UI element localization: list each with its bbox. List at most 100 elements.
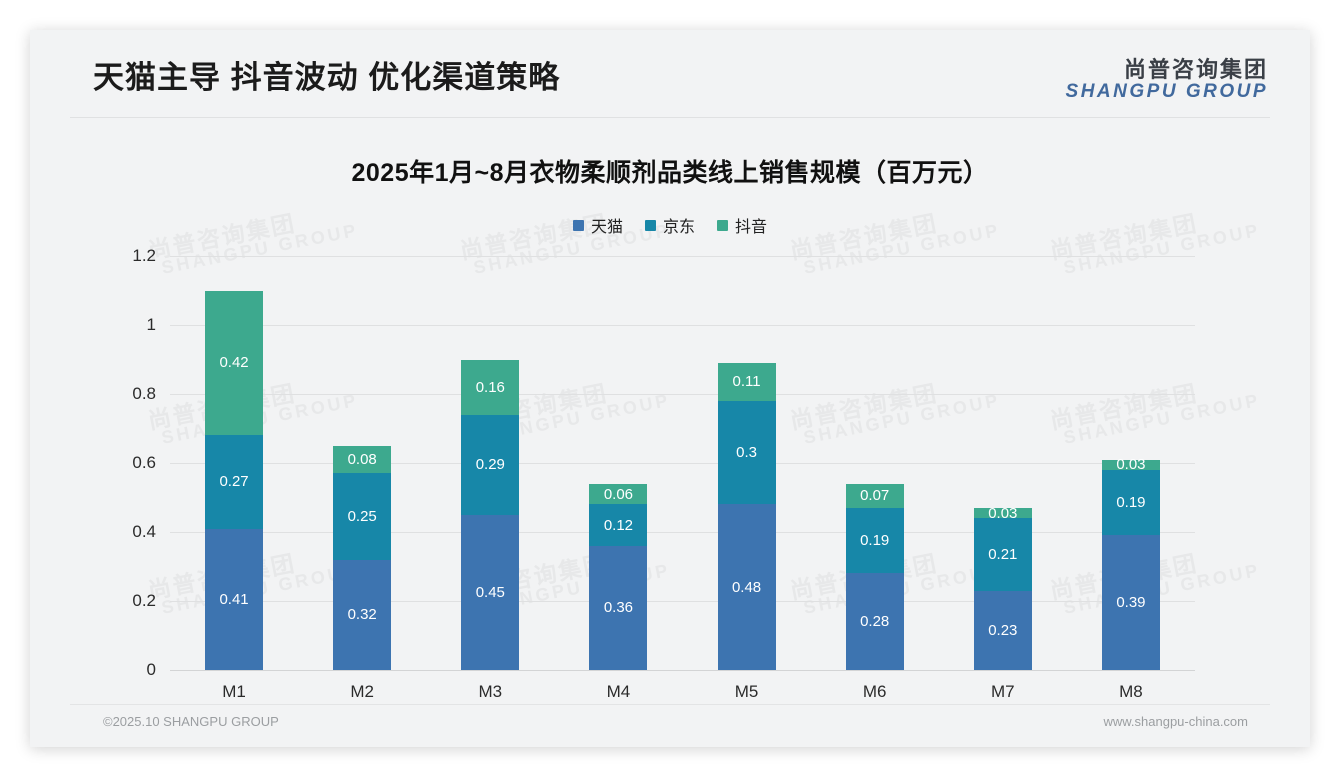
bar-segment-天猫[interactable]: 0.23 — [973, 590, 1032, 670]
bar-segment-抖音[interactable]: 0.16 — [461, 359, 520, 415]
gridline: 0 — [147, 660, 1195, 679]
bar-segment-京东[interactable]: 0.19 — [1101, 469, 1160, 536]
bar-group[interactable]: 0.42 0.27 0.41 M1 — [170, 256, 298, 701]
bar-value-label: 0.23 — [988, 621, 1018, 639]
bar-segment-天猫[interactable]: 0.41 — [205, 528, 264, 670]
stacked-bar[interactable]: 0.03 0.21 0.23 — [973, 504, 1032, 670]
x-axis-tick-label: M5 — [734, 682, 759, 701]
bar-value-label: 0.25 — [347, 507, 377, 525]
bar-segment-抖音[interactable]: 0.03 — [973, 504, 1032, 522]
bar-value-label: 0.11 — [732, 373, 761, 391]
stacked-bar[interactable]: 0.11 0.3 0.48 — [717, 362, 776, 670]
gridline: 0.2 — [132, 591, 1195, 610]
bar-segment-天猫[interactable]: 0.28 — [845, 573, 904, 670]
bar-value-label: 0.06 — [603, 485, 634, 503]
slide-card: 尚普咨询集团 SHANGPU GROUP 尚普咨询集团 SHANGPU GROUP 尚普… — [30, 30, 1310, 747]
gridline: 0.4 — [132, 522, 1195, 541]
bar-value-label: 0.21 — [988, 545, 1018, 563]
bar-segment-抖音[interactable]: 0.42 — [205, 290, 264, 436]
legend-label: 天猫 — [590, 219, 623, 236]
bar-group[interactable]: 0.03 0.19 0.39 M8 — [1067, 256, 1195, 701]
bar-segment-抖音[interactable]: 0.08 — [333, 445, 392, 474]
bar-value-label: 0.12 — [603, 516, 634, 534]
stacked-bar[interactable]: 0.42 0.27 0.41 — [205, 290, 264, 670]
slide-header: 天猫主导 抖音波动 优化渠道策略 尚普咨询集团 SHANGPU GROUP — [30, 30, 1310, 120]
bar-segment-京东[interactable]: 0.12 — [589, 504, 648, 546]
bar-value-label: 0.28 — [860, 613, 890, 631]
footer-copyright: ©2025.10 SHANGPU GROUP — [103, 714, 279, 729]
bar-group[interactable]: 0.03 0.21 0.23 M7 — [939, 256, 1067, 701]
x-axis-tick-label: M8 — [1119, 682, 1143, 701]
page-title: 天猫主导 抖音波动 优化渠道策略 — [93, 60, 561, 95]
bar-group[interactable]: 0.08 0.25 0.32 M2 — [298, 256, 426, 701]
bar-value-label: 0.27 — [219, 473, 249, 491]
bar-segment-天猫[interactable]: 0.48 — [717, 504, 776, 670]
chart-legend: 天猫 京东 抖音 — [30, 213, 1310, 237]
bar-segment-京东[interactable]: 0.3 — [717, 400, 776, 505]
x-axis-tick-label: M1 — [222, 682, 246, 701]
bar-group[interactable]: 0.16 0.29 0.45 M3 — [426, 256, 554, 701]
header-divider — [70, 117, 1270, 118]
y-axis-tick-label: 1.2 — [132, 246, 156, 265]
bar-value-label: 0.07 — [860, 487, 890, 505]
bar-value-label: 0.32 — [347, 606, 377, 624]
bar-value-label: 0.03 — [988, 504, 1018, 522]
bar-segment-京东[interactable]: 0.21 — [973, 518, 1032, 591]
legend-label: 京东 — [662, 219, 695, 236]
gridline: 0.8 — [132, 384, 1195, 403]
chart-plot-area: 0 0.2 0.4 0.6 0.8 1 1.2 0.42 0.27 0.41 M1 0.08 0.25… — [30, 30, 1310, 747]
footer-divider — [70, 704, 1270, 705]
bar-segment-京东[interactable]: 0.25 — [333, 473, 392, 560]
x-axis-tick-label: M3 — [478, 682, 503, 701]
x-axis-tick-label: M6 — [862, 682, 887, 701]
bar-value-label: 0.45 — [475, 583, 505, 601]
bar-value-label: 0.19 — [1116, 494, 1146, 512]
legend-item-京东[interactable]: 京东 — [644, 213, 695, 237]
bar-value-label: 0.39 — [1116, 594, 1146, 612]
bar-value-label: 0.41 — [219, 590, 249, 608]
bar-group[interactable]: 0.07 0.19 0.28 M6 — [811, 256, 939, 701]
y-axis-tick-label: 1 — [146, 314, 156, 334]
bar-value-label: 0.48 — [731, 578, 762, 596]
bar-value-label: 0.42 — [219, 354, 249, 372]
gridline: 1.2 — [132, 246, 1195, 265]
bar-segment-天猫[interactable]: 0.36 — [589, 545, 648, 670]
bar-value-label: 0.19 — [860, 532, 890, 550]
bar-value-label: 0.03 — [1116, 456, 1146, 474]
bar-segment-天猫[interactable]: 0.45 — [461, 514, 520, 670]
legend-swatch-icon — [572, 219, 584, 231]
bar-segment-抖音[interactable]: 0.06 — [589, 483, 648, 505]
y-axis-tick-label: 0.4 — [132, 521, 156, 541]
stacked-bar[interactable]: 0.08 0.25 0.32 — [333, 445, 392, 670]
legend-swatch-icon — [717, 219, 728, 231]
gridline: 0.6 — [132, 453, 1195, 472]
bar-segment-抖音[interactable]: 0.07 — [845, 483, 904, 508]
footer-website[interactable]: www.shangpu-china.com — [1103, 714, 1248, 729]
logo-chinese-text: 尚普咨询集团 — [1123, 57, 1268, 82]
legend-item-抖音[interactable]: 抖音 — [717, 213, 767, 237]
bar-segment-天猫[interactable]: 0.32 — [333, 559, 392, 670]
y-axis-tick-label: 0.2 — [132, 591, 156, 610]
stacked-bar[interactable]: 0.16 0.29 0.45 — [461, 359, 520, 670]
chart-axes: 0 0.2 0.4 0.6 0.8 1 1.2 0.42 0.27 0.41 M1 0.08 0.25… — [132, 246, 1195, 701]
bar-group[interactable]: 0.11 0.3 0.48 M5 — [683, 256, 811, 701]
stacked-bar[interactable]: 0.06 0.12 0.36 — [589, 483, 648, 670]
bar-segment-抖音[interactable]: 0.03 — [1101, 456, 1160, 474]
chart-title: 2025年1月~8月衣物柔顺剂品类线上销售规模（百万元） — [351, 159, 989, 187]
bar-group[interactable]: 0.06 0.12 0.36 M4 — [554, 256, 682, 701]
bar-segment-抖音[interactable]: 0.11 — [717, 362, 776, 401]
bar-segment-京东[interactable]: 0.29 — [461, 414, 520, 515]
brand-logo: 尚普咨询集团 SHANGPU GROUP — [1066, 58, 1268, 102]
bar-value-label: 0.3 — [736, 444, 757, 462]
bar-segment-天猫[interactable]: 0.39 — [1101, 535, 1160, 670]
x-axis-tick-label: M2 — [350, 682, 374, 701]
bar-value-label: 0.16 — [475, 378, 505, 396]
legend-item-天猫[interactable]: 天猫 — [572, 213, 623, 237]
y-axis-tick-label: 0 — [146, 660, 156, 679]
bar-segment-京东[interactable]: 0.27 — [205, 435, 264, 529]
stacked-bar[interactable]: 0.07 0.19 0.28 — [845, 483, 904, 670]
legend-label: 抖音 — [735, 219, 768, 236]
bar-segment-京东[interactable]: 0.19 — [845, 507, 904, 574]
bar-value-label: 0.36 — [603, 599, 634, 617]
stacked-bar[interactable]: 0.03 0.19 0.39 — [1101, 456, 1160, 670]
